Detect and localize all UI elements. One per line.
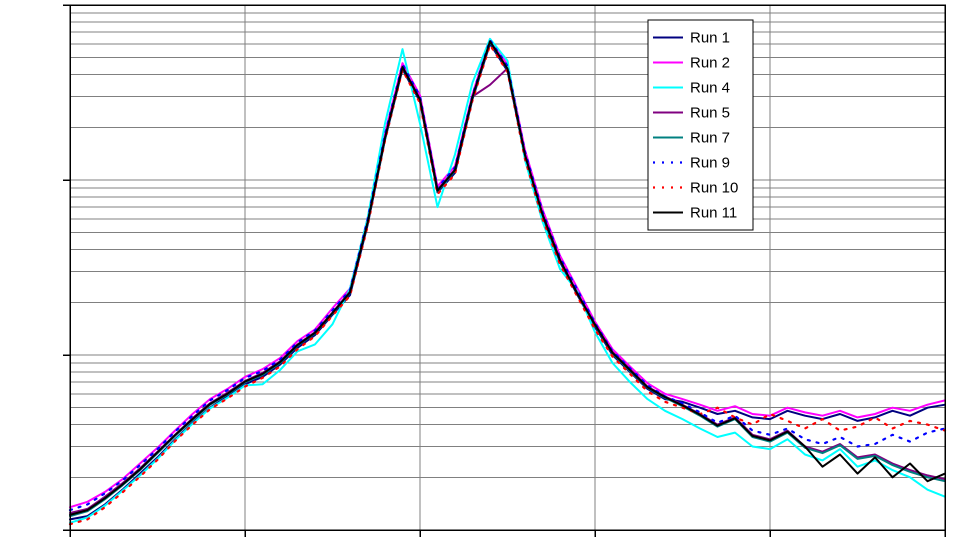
legend-label-run-9: Run 9: [690, 155, 730, 172]
line-chart: Run 1 Run 2 Run 4 Run 5 Run 7 Run 9 Run 10 Run …: [0, 0, 960, 545]
series-run-10: [70, 45, 945, 524]
chart-svg: Run 1 Run 2 Run 4 Run 5 Run 7 Run 9 Run 10 Run …: [0, 0, 960, 545]
legend-label-run-5: Run 5: [690, 105, 730, 122]
legend-label-run-11: Run 11: [690, 205, 737, 222]
legend: Run 1 Run 2 Run 4 Run 5 Run 7 Run 9 Run 10 Run …: [648, 20, 753, 230]
legend-label-run-7: Run 7: [690, 130, 730, 147]
legend-label-run-4: Run 4: [690, 80, 730, 97]
series-run-7: [70, 42, 945, 516]
legend-label-run-10: Run 10: [690, 180, 738, 197]
series-run-2: [70, 39, 945, 507]
legend-label-run-2: Run 2: [690, 55, 730, 72]
series-run-9: [70, 40, 945, 510]
series-run-11: [70, 41, 945, 515]
legend-label-run-1: Run 1: [690, 30, 730, 47]
